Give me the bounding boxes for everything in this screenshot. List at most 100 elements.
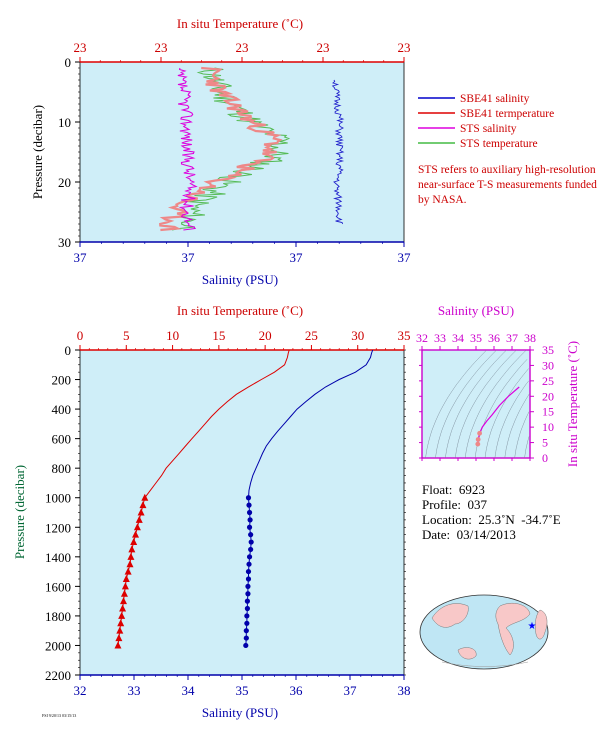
temperature-marker xyxy=(121,582,129,590)
map-europe-africa xyxy=(534,609,548,640)
sal-tick-label: 32 xyxy=(74,683,87,698)
info-float: Float: 6923 xyxy=(422,482,485,497)
ts-right-axis-label: In situ Temperature (˚C) xyxy=(565,341,580,467)
salinity-marker xyxy=(246,502,252,508)
temp-tick-label: 23 xyxy=(74,40,87,55)
ts-deep-marker xyxy=(475,437,481,442)
temperature-marker xyxy=(130,538,138,546)
salinity-marker xyxy=(245,583,251,589)
salinity-marker xyxy=(248,546,254,553)
ts-sal-tick-label: 36 xyxy=(488,331,500,345)
y-tick-label: 800 xyxy=(52,461,72,476)
salinity-marker xyxy=(245,495,252,501)
sal-tick-label: 34 xyxy=(182,683,196,698)
density-contour xyxy=(445,349,507,459)
salinity-marker xyxy=(246,554,253,560)
near-surface-y-axis-label: Pressure (decibar) xyxy=(30,105,45,199)
ts-temp-tick-label: 0 xyxy=(542,451,548,465)
temperature-marker xyxy=(135,515,143,523)
map-australia xyxy=(457,647,477,660)
ts-series xyxy=(425,349,530,459)
density-contour xyxy=(484,368,529,459)
near-surface-series xyxy=(159,66,345,232)
float-location-marker: ★ xyxy=(528,621,537,632)
legend-label: STS temperature xyxy=(460,138,538,150)
near-surface-ticks: 0 10 20 30 23 23 23 23 23 37 37 37 37 xyxy=(58,40,411,265)
temp-tick-label: 25 xyxy=(305,328,318,343)
y-tick-label: 0 xyxy=(65,55,72,70)
full-profile-series xyxy=(114,349,374,649)
ts-sal-tick-label: 38 xyxy=(524,331,536,345)
salinity-marker xyxy=(243,635,249,641)
density-contour xyxy=(425,349,487,459)
temperature-marker xyxy=(124,567,132,575)
series-sbe41-salinity xyxy=(331,79,345,225)
y-tick-label: 600 xyxy=(52,432,72,447)
legend-label: SBE41 salinity xyxy=(460,93,530,105)
sal-tick-label: 37 xyxy=(290,250,304,265)
ts-top-axis-label: Salinity (PSU) xyxy=(438,303,514,318)
sal-tick-label: 37 xyxy=(74,250,88,265)
footer-credit: FSI 9/20/13 03/15/13 xyxy=(42,713,76,718)
sal-tick-label: 36 xyxy=(290,683,304,698)
near-surface-plot-area xyxy=(79,61,405,243)
temperature-marker xyxy=(139,501,147,509)
sal-tick-label: 38 xyxy=(398,683,411,698)
temp-tick-label: 23 xyxy=(398,40,411,55)
sal-tick-label: 35 xyxy=(236,683,249,698)
ts-plot-area xyxy=(421,349,531,459)
near-surface-bottom-axis-label: Salinity (PSU) xyxy=(202,272,278,287)
y-tick-label: 2000 xyxy=(45,638,71,653)
density-contour xyxy=(455,349,517,459)
ts-temp-tick-label: 25 xyxy=(542,374,554,388)
temperature-marker xyxy=(137,508,145,516)
info-date: Date: 03/14/2013 xyxy=(422,527,516,542)
temperature-marker xyxy=(116,626,124,634)
temperature-marker xyxy=(127,552,135,560)
legend-label: SBE41 termperature xyxy=(460,108,554,120)
y-tick-label: 400 xyxy=(52,402,72,417)
full-profile-ticks: 0200400600800100012001400160018002000220… xyxy=(45,328,411,698)
salinity-marker xyxy=(244,598,250,604)
temp-tick-label: 23 xyxy=(317,40,330,55)
temperature-marker xyxy=(133,523,141,531)
temp-tick-label: 0 xyxy=(77,328,84,343)
y-tick-label: 0 xyxy=(65,343,72,358)
temp-tick-label: 30 xyxy=(351,328,364,343)
density-contour xyxy=(524,436,530,459)
sts-note: STS refers to auxiliary high-resolution … xyxy=(418,164,597,206)
salinity-marker xyxy=(244,620,250,626)
salinity-marker xyxy=(244,605,250,612)
near-surface-panel: 0 10 20 30 23 23 23 23 23 37 37 37 37 In situ Temper… xyxy=(30,16,411,287)
temperature-marker xyxy=(141,493,149,501)
y-tick-label: 2200 xyxy=(45,668,71,683)
temperature-marker xyxy=(115,634,123,642)
y-tick-label: 1400 xyxy=(45,550,71,565)
map-asia xyxy=(431,603,469,628)
y-tick-label: 20 xyxy=(58,175,71,190)
density-contour xyxy=(504,393,530,459)
ts-sal-tick-label: 37 xyxy=(506,331,518,345)
profile-top-axis-label: In situ Temperature (˚C) xyxy=(177,303,303,318)
temp-tick-label: 20 xyxy=(259,328,272,343)
ts-sal-tick-label: 32 xyxy=(416,331,428,345)
ts-temp-tick-label: 20 xyxy=(542,389,554,403)
temp-tick-label: 23 xyxy=(236,40,249,55)
y-tick-label: 200 xyxy=(52,373,72,388)
density-contour xyxy=(494,380,529,459)
salinity-marker xyxy=(244,613,250,619)
temperature-marker xyxy=(120,589,128,597)
salinity-marker xyxy=(246,561,252,567)
salinity-marker xyxy=(248,532,254,538)
ts-temp-tick-label: 10 xyxy=(542,420,554,434)
y-tick-label: 10 xyxy=(58,115,71,130)
density-contour xyxy=(435,349,497,459)
temp-tick-label: 35 xyxy=(398,328,411,343)
y-tick-label: 30 xyxy=(58,235,71,250)
temp-tick-label: 5 xyxy=(123,328,130,343)
salinity-marker xyxy=(246,524,253,530)
sal-tick-label: 37 xyxy=(182,250,196,265)
